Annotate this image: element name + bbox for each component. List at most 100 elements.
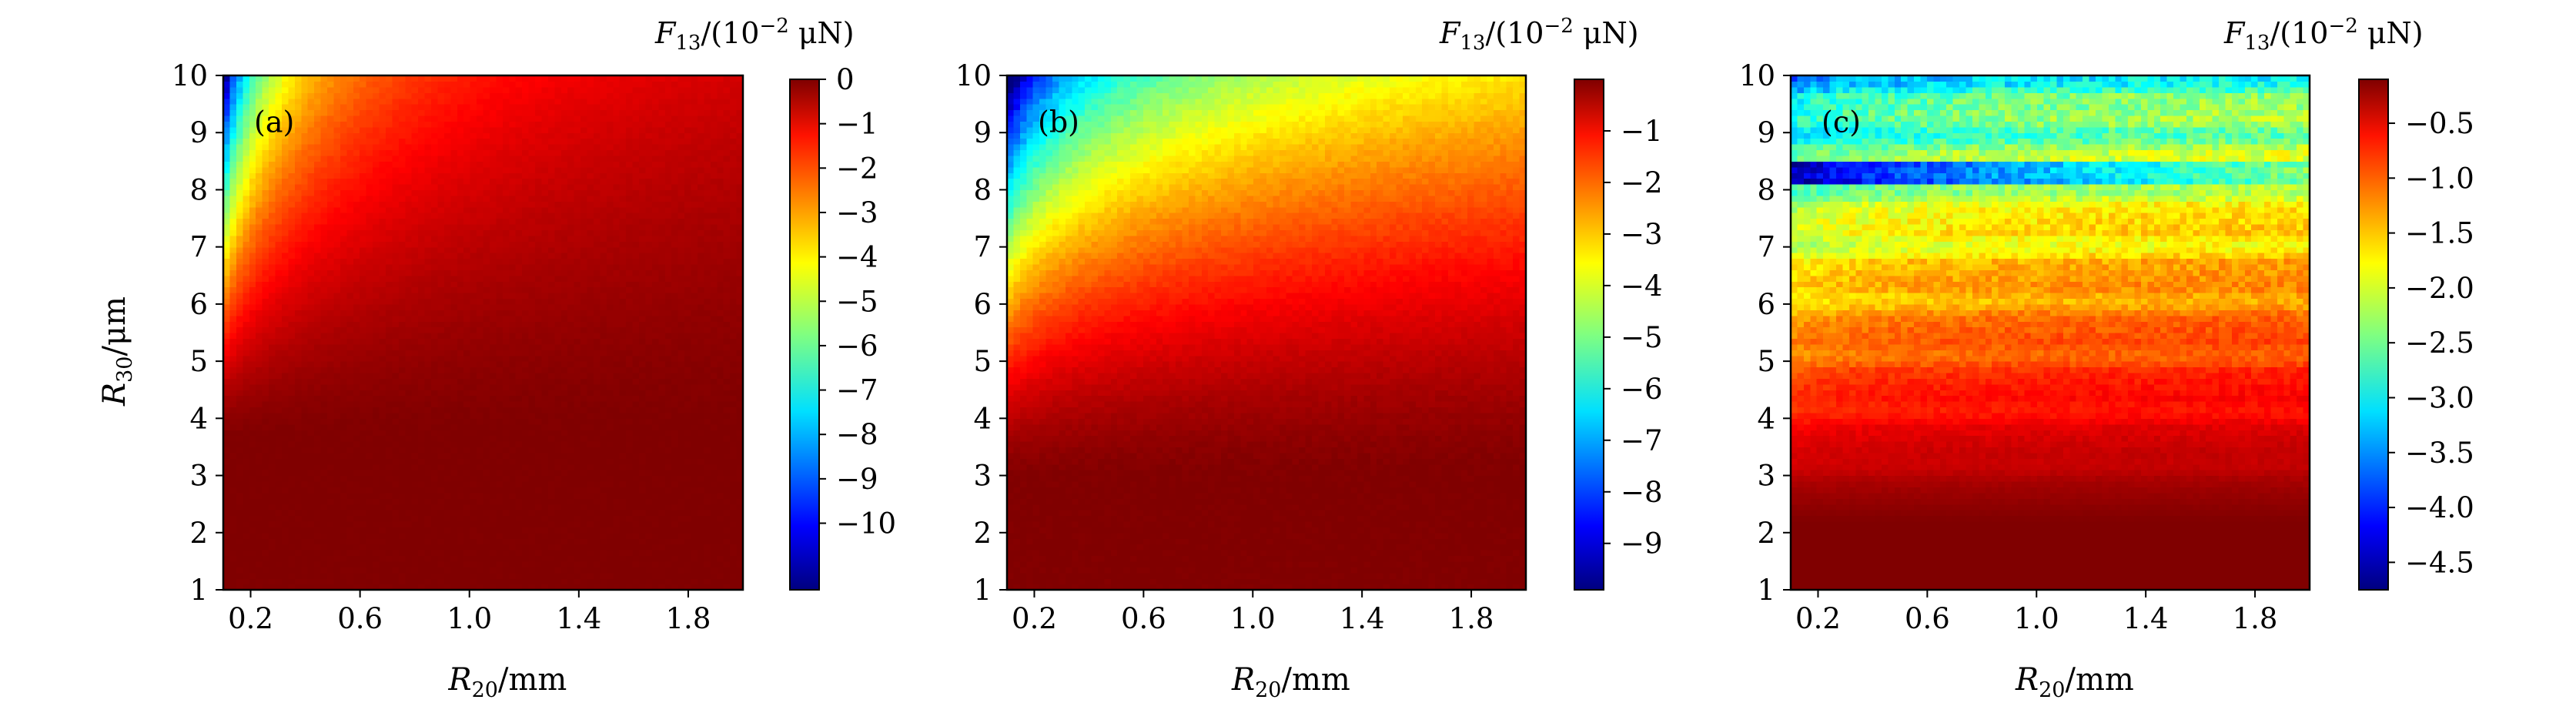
heatmap-cell bbox=[411, 510, 419, 517]
heatmap-cell bbox=[560, 504, 568, 510]
heatmap-cell bbox=[392, 315, 400, 322]
heatmap-cell bbox=[567, 538, 575, 545]
heatmap-cell bbox=[398, 561, 406, 567]
heatmap-cell bbox=[677, 303, 685, 310]
heatmap-cell bbox=[256, 452, 263, 459]
heatmap-cell bbox=[236, 510, 243, 517]
heatmap-cell bbox=[333, 241, 341, 248]
heatmap-cell bbox=[379, 263, 386, 270]
heatmap-cell bbox=[554, 258, 562, 265]
heatmap-cell bbox=[710, 333, 718, 340]
heatmap-cell bbox=[256, 550, 263, 557]
heatmap-cell bbox=[626, 418, 634, 425]
heatmap-cell bbox=[704, 447, 711, 454]
heatmap-cell bbox=[535, 275, 543, 282]
heatmap-cell bbox=[483, 298, 490, 305]
heatmap-cell bbox=[619, 441, 627, 448]
heatmap-cell bbox=[528, 372, 536, 379]
heatmap-cell bbox=[229, 452, 237, 459]
heatmap-cell bbox=[502, 350, 510, 356]
heatmap-cell bbox=[249, 555, 256, 562]
heatmap-cell bbox=[606, 246, 614, 253]
heatmap-cell bbox=[600, 326, 607, 333]
heatmap-cell bbox=[645, 441, 653, 448]
heatmap-cell bbox=[736, 487, 744, 494]
heatmap-cell bbox=[684, 578, 692, 585]
heatmap-cell bbox=[373, 561, 380, 567]
heatmap-cell bbox=[697, 487, 704, 494]
heatmap-cell bbox=[619, 527, 627, 534]
heatmap-cell bbox=[502, 390, 510, 397]
heatmap-cell bbox=[340, 253, 347, 259]
heatmap-cell bbox=[535, 310, 543, 316]
heatmap-cell bbox=[301, 520, 309, 527]
heatmap-cell bbox=[613, 350, 621, 356]
heatmap-cell bbox=[574, 310, 581, 316]
heatmap-cell bbox=[392, 572, 400, 579]
heatmap-cell bbox=[489, 418, 497, 425]
heatmap-cell bbox=[275, 480, 283, 487]
heatmap-cell bbox=[379, 269, 386, 276]
heatmap-cell bbox=[437, 293, 445, 300]
heatmap-cell bbox=[528, 361, 536, 368]
heatmap-cell bbox=[366, 343, 373, 350]
heatmap-cell bbox=[327, 246, 335, 253]
heatmap-cell bbox=[664, 584, 672, 591]
heatmap-cell bbox=[288, 395, 296, 402]
heatmap-cell bbox=[424, 423, 432, 430]
heatmap-cell bbox=[560, 578, 568, 585]
heatmap-cell bbox=[496, 350, 503, 356]
heatmap-cell bbox=[619, 578, 627, 585]
heatmap-cell bbox=[509, 321, 517, 328]
heatmap-cell bbox=[450, 378, 458, 385]
heatmap-cell bbox=[301, 383, 309, 390]
heatmap-cell bbox=[567, 441, 575, 448]
heatmap-cell bbox=[736, 378, 744, 385]
heatmap-cell bbox=[392, 418, 400, 425]
heatmap-cell bbox=[664, 480, 672, 487]
heatmap-cell bbox=[405, 418, 413, 425]
heatmap-cell bbox=[626, 350, 634, 356]
heatmap-cell bbox=[651, 418, 659, 425]
heatmap-cell bbox=[269, 298, 276, 305]
heatmap-cell bbox=[691, 470, 698, 477]
heatmap-cell bbox=[229, 435, 237, 442]
heatmap-cell bbox=[730, 326, 738, 333]
heatmap-cell bbox=[574, 241, 581, 248]
heatmap-cell bbox=[632, 355, 640, 362]
heatmap-cell bbox=[243, 572, 250, 579]
heatmap-cell bbox=[314, 310, 322, 316]
heatmap-cell bbox=[515, 441, 523, 448]
heatmap-cell bbox=[443, 281, 451, 288]
heatmap-cell bbox=[560, 458, 568, 465]
heatmap-cell bbox=[450, 532, 458, 539]
heatmap-cell bbox=[651, 361, 659, 368]
heatmap-cell bbox=[651, 343, 659, 350]
heatmap-cell bbox=[547, 367, 555, 373]
heatmap-cell bbox=[554, 235, 562, 242]
heatmap-cell bbox=[353, 544, 360, 551]
heatmap-cell bbox=[294, 480, 302, 487]
heatmap-cell bbox=[496, 310, 503, 316]
heatmap-cell bbox=[256, 561, 263, 567]
heatmap-cell bbox=[626, 407, 634, 413]
heatmap-cell bbox=[457, 544, 464, 551]
heatmap-cell bbox=[671, 372, 679, 379]
heatmap-cell bbox=[373, 510, 380, 517]
heatmap-cell bbox=[411, 263, 419, 270]
heatmap-cell bbox=[645, 246, 653, 253]
heatmap-cell bbox=[457, 326, 464, 333]
heatmap-cell bbox=[340, 355, 347, 362]
heatmap-cell bbox=[269, 475, 276, 482]
heatmap-cell bbox=[671, 538, 679, 545]
heatmap-cell bbox=[256, 567, 263, 574]
heatmap-cell bbox=[437, 452, 445, 459]
heatmap-cell bbox=[223, 361, 231, 368]
heatmap-cell bbox=[307, 480, 315, 487]
heatmap-cell bbox=[379, 475, 386, 482]
heatmap-cell bbox=[691, 293, 698, 300]
heatmap-cell bbox=[314, 372, 322, 379]
heatmap-cell bbox=[593, 418, 601, 425]
heatmap-cell bbox=[288, 452, 296, 459]
heatmap-cell bbox=[547, 355, 555, 362]
